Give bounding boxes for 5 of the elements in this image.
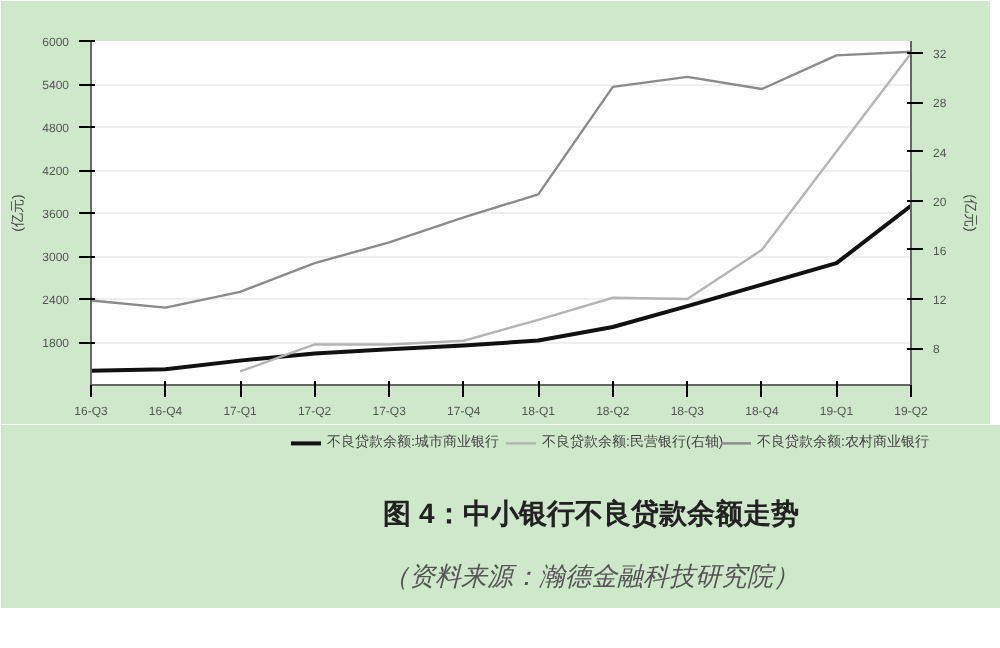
line-series <box>91 50 911 309</box>
text: 图 4：中小银行不良贷款余额走势 <box>383 497 799 530</box>
text: （资料来源：瀚德金融科技研究院） <box>383 560 799 591</box>
line-series <box>238 52 911 373</box>
line-series <box>91 203 911 373</box>
